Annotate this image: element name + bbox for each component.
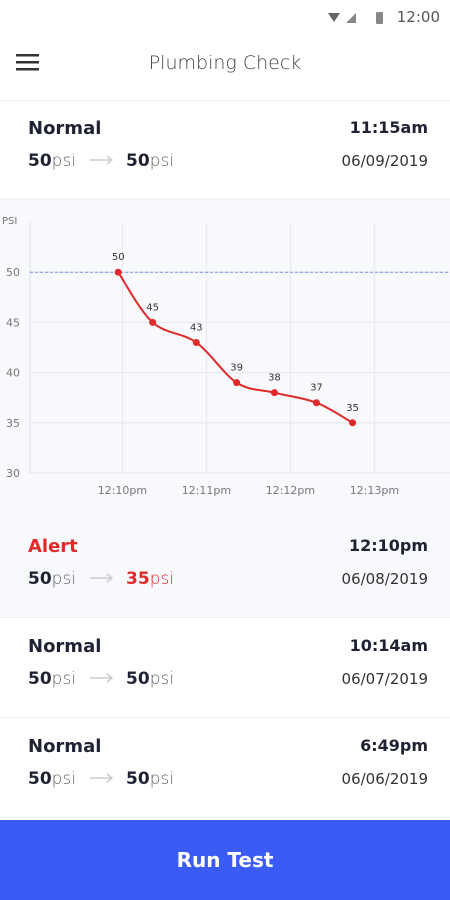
from-unit: psi	[51, 669, 77, 689]
record-status: Normal	[28, 118, 102, 139]
clock: 12:00	[396, 8, 440, 26]
data-label: 35	[346, 403, 359, 414]
record-values: 50psi 50psi	[28, 769, 174, 789]
run-test-button[interactable]: Run Test	[0, 820, 450, 900]
arrow-icon	[76, 569, 126, 589]
data-label: 50	[112, 252, 125, 263]
record-row[interactable]: Normal 10:14am 06/07/2019 50psi 50psi	[0, 618, 450, 718]
to-value: 50	[126, 769, 150, 789]
data-point	[233, 379, 241, 387]
to-unit: psi	[149, 769, 175, 789]
record-time: 6:49pm	[360, 736, 428, 755]
from-unit: psi	[51, 769, 77, 789]
y-tick-label: 30	[6, 467, 20, 480]
record-status: Normal	[28, 736, 102, 757]
to-unit: psi	[149, 151, 175, 171]
arrow-icon	[76, 769, 126, 789]
from-unit: psi	[51, 151, 77, 171]
pressure-chart: PSI 30 35 40 45 50 12:10pm 12:11pm 12:12pm 12:13p…	[0, 198, 450, 518]
x-tick-label: 12:13pm	[350, 484, 399, 497]
screen-title: Plumbing Check	[148, 52, 302, 74]
data-point	[192, 338, 200, 346]
data-label: 37	[310, 383, 323, 394]
from-value: 50	[28, 569, 52, 589]
y-tick-label: 35	[6, 417, 20, 430]
record-status: Alert	[28, 536, 78, 557]
from-value: 50	[28, 769, 52, 789]
from-value: 50	[28, 151, 52, 171]
header: Plumbing Check	[0, 34, 450, 101]
from-value: 50	[28, 669, 52, 689]
record-date: 06/07/2019	[341, 670, 428, 688]
from-unit: psi	[51, 569, 77, 589]
data-point	[270, 389, 278, 397]
x-tick-label: 12:10pm	[98, 484, 147, 497]
x-tick-label: 12:12pm	[266, 484, 315, 497]
to-value: 35	[126, 569, 150, 589]
record-time: 10:14am	[349, 636, 428, 655]
y-tick-label: 50	[6, 266, 20, 279]
status-bar: 12:00	[0, 0, 450, 34]
data-label: 45	[146, 302, 159, 313]
y-axis-label: PSI	[2, 216, 17, 227]
y-tick-label: 40	[6, 367, 20, 380]
data-point	[312, 399, 320, 407]
to-value: 50	[126, 669, 150, 689]
to-unit: psi	[149, 569, 175, 589]
record-row[interactable]: Alert 12:10pm 06/08/2019 50psi 35psi	[0, 518, 450, 618]
data-point	[149, 318, 157, 326]
record-row[interactable]: Normal 6:49pm 06/06/2019 50psi 50psi	[0, 718, 450, 818]
record-date: 06/08/2019	[341, 570, 428, 588]
arrow-icon	[76, 669, 126, 689]
record-status: Normal	[28, 636, 102, 657]
record-time: 12:10pm	[348, 536, 428, 555]
data-label: 38	[268, 373, 281, 384]
record-time: 11:15am	[349, 118, 428, 137]
record-date: 06/06/2019	[341, 770, 428, 788]
to-value: 50	[126, 151, 150, 171]
y-tick-label: 45	[6, 316, 20, 329]
record-row[interactable]: Normal 11:15am 06/09/2019 50psi 50psi	[0, 100, 450, 200]
data-point	[114, 268, 122, 276]
record-values: 50psi 50psi	[28, 151, 174, 171]
x-tick-label: 12:11pm	[182, 484, 231, 497]
record-values: 50psi 50psi	[28, 669, 174, 689]
arrow-icon	[76, 151, 126, 171]
data-label: 43	[190, 322, 203, 333]
to-unit: psi	[149, 669, 175, 689]
record-date: 06/09/2019	[341, 152, 428, 170]
record-values: 50psi 35psi	[28, 569, 174, 589]
data-label: 39	[230, 363, 243, 374]
data-point	[349, 419, 357, 427]
status-icons	[328, 12, 383, 24]
menu-button[interactable]	[16, 54, 42, 76]
